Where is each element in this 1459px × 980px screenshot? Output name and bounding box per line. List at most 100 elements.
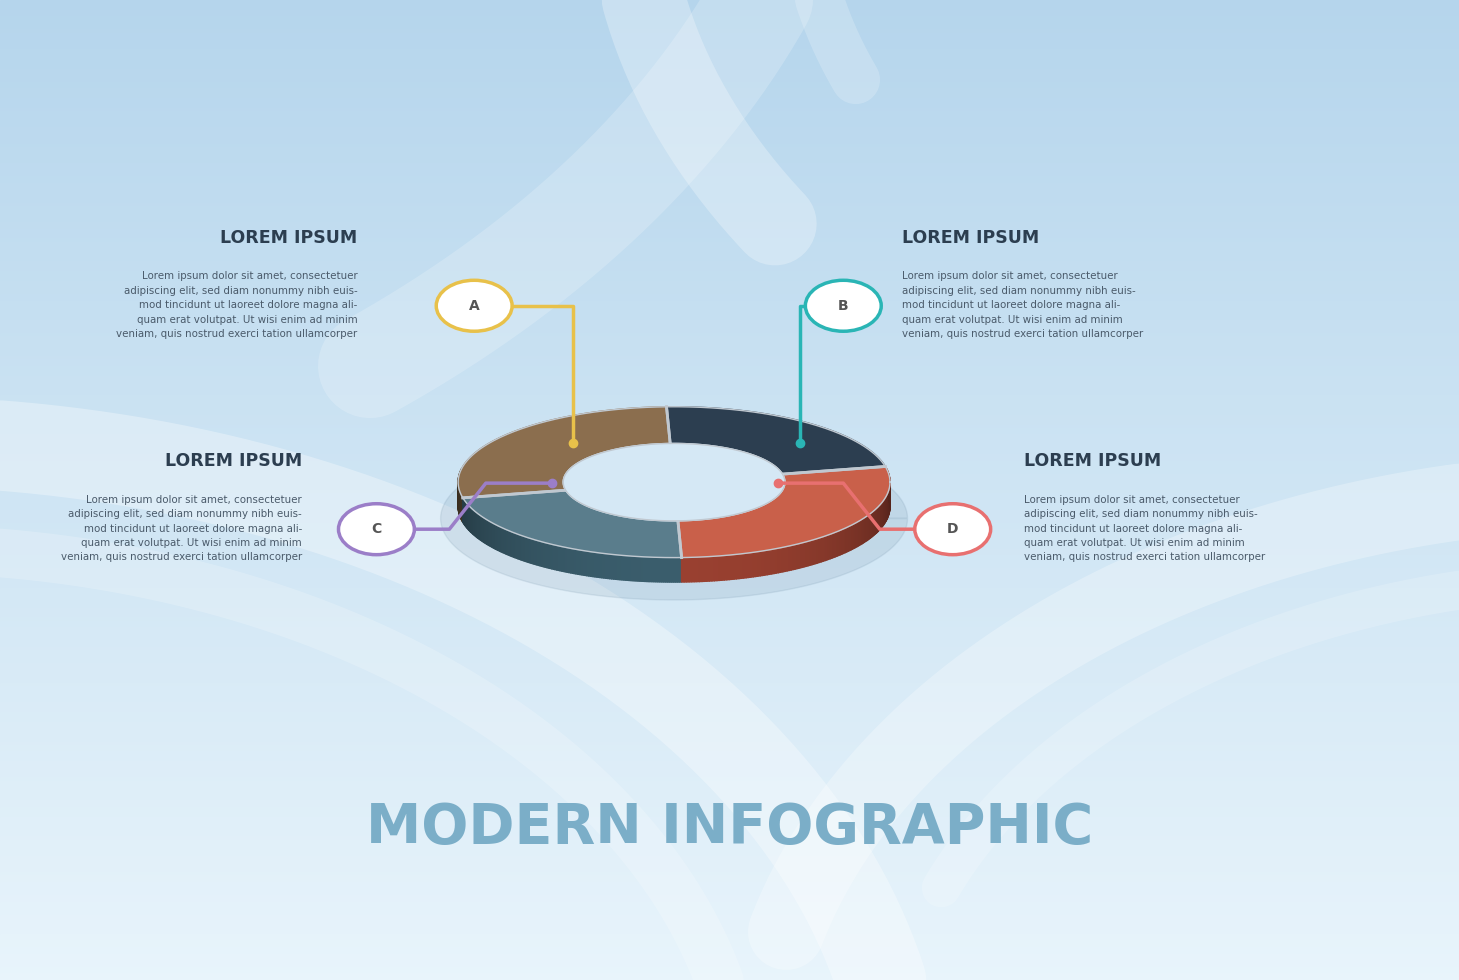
Bar [0,13,1459,17]
Bar [0,885,1459,889]
Polygon shape [727,555,730,580]
Polygon shape [589,552,591,576]
Bar [0,859,1459,862]
Bar [0,673,1459,676]
Polygon shape [833,532,836,558]
Bar [0,725,1459,728]
Polygon shape [533,539,534,564]
Bar [0,856,1459,859]
Bar [0,52,1459,56]
Bar [0,497,1459,500]
Polygon shape [635,557,638,581]
Bar [0,473,1459,477]
Bar [0,281,1459,284]
Bar [0,755,1459,758]
Polygon shape [820,537,821,563]
Bar [0,366,1459,369]
Polygon shape [661,558,664,582]
Bar [0,742,1459,745]
Bar [0,160,1459,164]
Text: LOREM IPSUM: LOREM IPSUM [1024,453,1161,470]
Bar [0,356,1459,360]
Bar [0,477,1459,480]
Bar [0,483,1459,487]
Bar [0,307,1459,311]
Bar [0,448,1459,451]
Polygon shape [786,546,789,571]
Bar [0,568,1459,571]
Polygon shape [557,546,559,570]
Bar [0,718,1459,722]
Polygon shape [702,557,705,581]
Polygon shape [709,557,712,581]
Polygon shape [570,549,572,573]
Polygon shape [674,558,676,582]
Bar [0,461,1459,464]
Bar [0,434,1459,438]
Polygon shape [753,552,756,577]
Bar [0,10,1459,13]
Polygon shape [824,535,827,561]
Bar [0,846,1459,850]
Bar [0,503,1459,507]
Polygon shape [734,555,737,579]
Bar [0,938,1459,941]
Polygon shape [611,555,614,579]
Bar [0,575,1459,578]
Polygon shape [603,554,604,578]
Polygon shape [550,544,552,568]
Bar [0,389,1459,392]
Bar [0,284,1459,287]
Polygon shape [534,540,535,564]
Polygon shape [622,556,623,580]
Bar [0,794,1459,797]
Bar [0,683,1459,686]
Bar [0,526,1459,529]
Bar [0,235,1459,238]
Bar [0,637,1459,640]
Bar [0,869,1459,872]
Bar [0,438,1459,441]
Bar [0,363,1459,366]
Bar [0,519,1459,522]
Text: Lorem ipsum dolor sit amet, consectetuer
adipiscing elit, sed diam nonummy nibh : Lorem ipsum dolor sit amet, consectetuer… [902,271,1142,339]
Polygon shape [715,556,716,581]
Bar [0,164,1459,167]
Bar [0,115,1459,118]
Bar [0,326,1459,330]
Bar [0,745,1459,748]
Polygon shape [525,537,527,562]
Bar [0,536,1459,539]
Bar [0,271,1459,274]
Bar [0,385,1459,389]
Bar [0,369,1459,372]
Bar [0,32,1459,36]
Bar [0,268,1459,271]
Bar [0,490,1459,493]
Text: LOREM IPSUM: LOREM IPSUM [165,453,302,470]
Text: Lorem ipsum dolor sit amet, consectetuer
adipiscing elit, sed diam nonummy nibh : Lorem ipsum dolor sit amet, consectetuer… [1024,495,1265,563]
Polygon shape [559,546,560,570]
Polygon shape [751,553,753,577]
Polygon shape [677,558,680,582]
Text: MODERN INFOGRAPHIC: MODERN INFOGRAPHIC [366,801,1093,856]
Bar [0,905,1459,908]
Bar [0,500,1459,503]
Polygon shape [801,543,804,567]
Polygon shape [840,529,842,555]
Bar [0,706,1459,709]
Bar [0,924,1459,928]
Polygon shape [566,548,568,572]
Bar [0,934,1459,938]
Bar [0,399,1459,402]
Polygon shape [645,557,648,581]
Bar [0,340,1459,343]
Bar [0,232,1459,235]
Bar [0,640,1459,644]
Bar [0,199,1459,203]
Bar [0,277,1459,281]
Bar [0,137,1459,140]
Bar [0,294,1459,297]
Bar [0,591,1459,595]
Text: A: A [468,299,480,313]
